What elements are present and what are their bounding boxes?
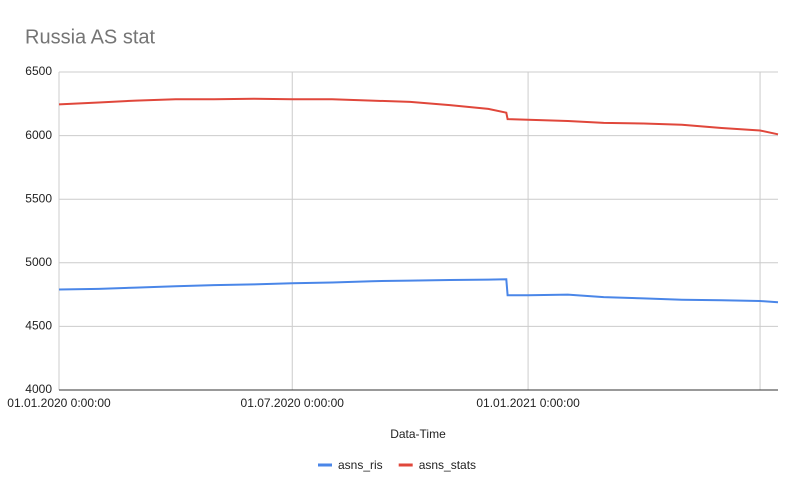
chart-title: Russia AS stat [25,26,156,48]
x-tick-label: 01.07.2020 0:00:00 [241,396,345,410]
y-tick-label: 4000 [25,382,52,396]
x-axis-label: Data-Time [390,427,446,441]
y-tick-label: 5500 [25,191,52,205]
x-tick-label: 01.01.2020 0:00:00 [7,396,111,410]
line-series [58,97,779,136]
y-tick-label: 6500 [25,64,52,78]
legend-label: asns_ris [338,458,383,472]
x-tick-label: 01.01.2021 0:00:00 [476,396,580,410]
line-series [58,278,779,304]
y-tick-label: 5000 [25,255,52,269]
legend-label: asns_stats [419,458,476,472]
y-tick-label: 6000 [25,128,52,142]
y-tick-label: 4500 [25,319,52,333]
